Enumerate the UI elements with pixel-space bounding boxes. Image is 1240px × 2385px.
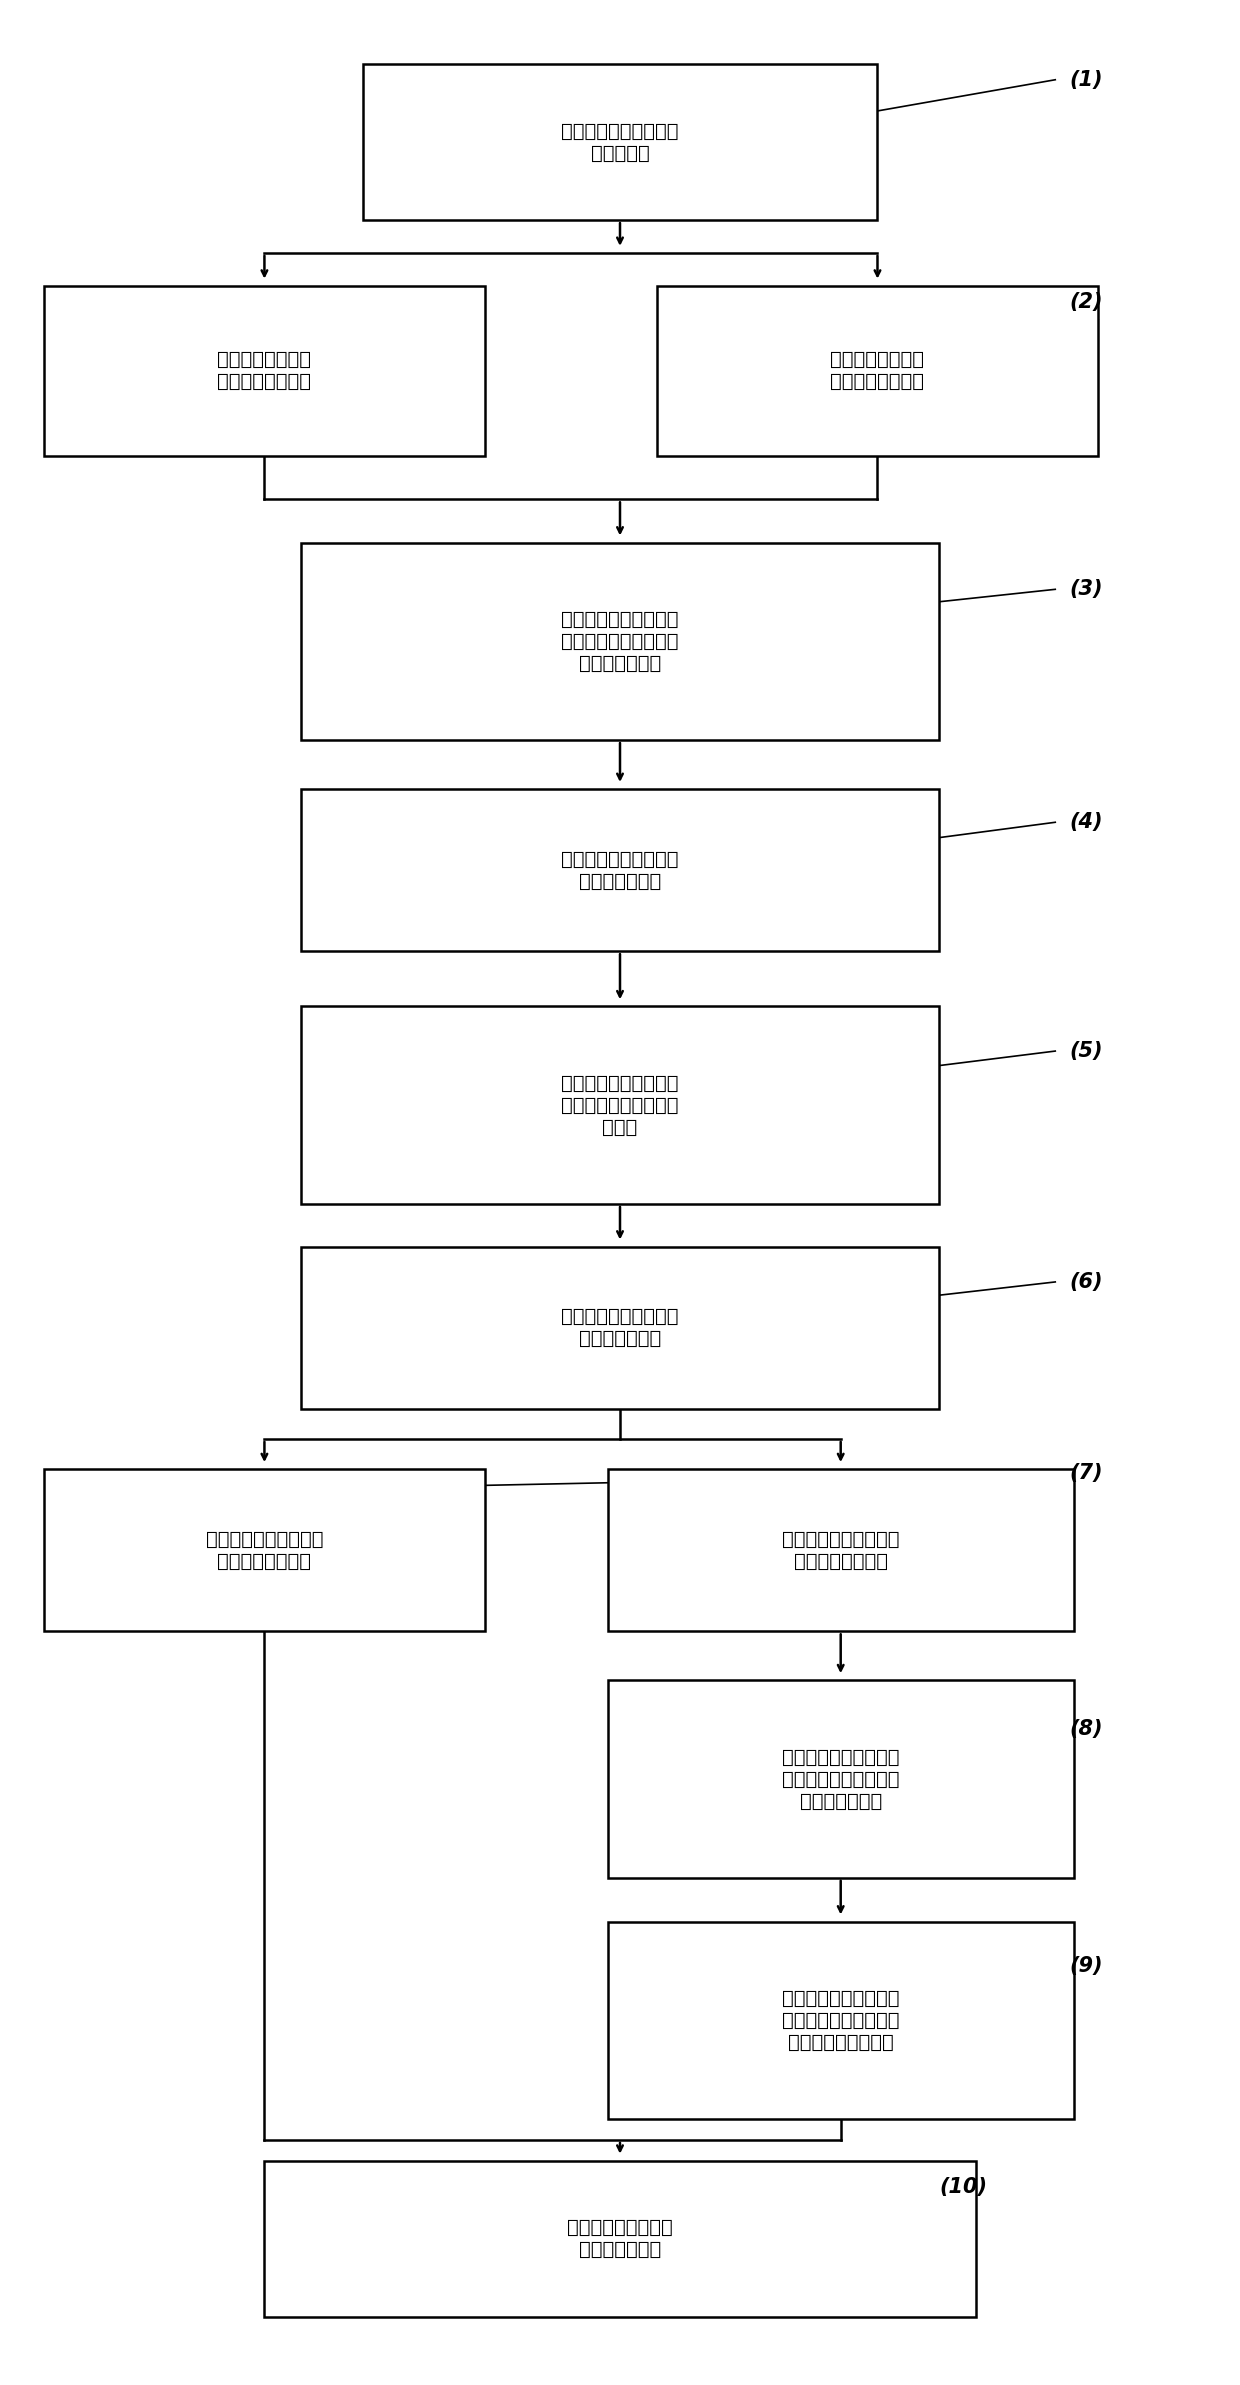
Text: 计算加速应力退化试验
下样品的平均寿命: 计算加速应力退化试验 下样品的平均寿命 bbox=[782, 1529, 899, 1572]
Bar bbox=[264, 2161, 976, 2316]
Text: 计算正常应力退化试验
下样品的平均寿命: 计算正常应力退化试验 下样品的平均寿命 bbox=[206, 1529, 324, 1572]
Bar bbox=[362, 64, 878, 219]
Bar bbox=[43, 286, 485, 456]
Text: 选取一组样品进行
正常应力退化试验: 选取一组样品进行 正常应力退化试验 bbox=[217, 351, 311, 391]
Bar bbox=[301, 1247, 939, 1410]
Text: 确定样品的敏感参数及
其退化轨迹模型: 确定样品的敏感参数及 其退化轨迹模型 bbox=[562, 849, 678, 890]
Text: (10): (10) bbox=[940, 2178, 987, 2197]
Text: (8): (8) bbox=[1069, 1720, 1102, 1739]
Bar bbox=[301, 541, 939, 739]
Text: 选取两组样品进行
加速应力退化试验: 选取两组样品进行 加速应力退化试验 bbox=[831, 351, 925, 391]
Text: 确定伪寿命分布类型并
拟合其分布参数: 确定伪寿命分布类型并 拟合其分布参数 bbox=[562, 1307, 678, 1348]
Text: (5): (5) bbox=[1069, 1042, 1102, 1061]
Text: 利用退化轨迹模型分别
外推得到各试验样品的
伪寿命: 利用退化轨迹模型分别 外推得到各试验样品的 伪寿命 bbox=[562, 1073, 678, 1138]
Text: 对比确定最优温度循
环应力加速模型: 对比确定最优温度循 环应力加速模型 bbox=[567, 2218, 673, 2259]
Text: (4): (4) bbox=[1069, 813, 1102, 832]
Text: (9): (9) bbox=[1069, 1956, 1102, 1977]
Text: (1): (1) bbox=[1069, 69, 1102, 91]
Text: 试验样品的选择、分组
及参数初测: 试验样品的选择、分组 及参数初测 bbox=[562, 122, 678, 162]
Text: (7): (7) bbox=[1069, 1464, 1102, 1483]
Bar bbox=[608, 1681, 1074, 1877]
Bar bbox=[301, 789, 939, 952]
Bar bbox=[301, 1006, 939, 1204]
Text: (6): (6) bbox=[1069, 1271, 1102, 1293]
Text: 分别计算待评估温度循
环应力加速模型的模型
参数和加速因子: 分别计算待评估温度循 环应力加速模型的模型 参数和加速因子 bbox=[782, 1748, 899, 1810]
Bar bbox=[608, 1469, 1074, 1631]
Bar bbox=[608, 1922, 1074, 2120]
Text: (3): (3) bbox=[1069, 580, 1102, 599]
Text: 分别利用不同待估模型
外推样品在正常温度循
环应力条件下的寿命: 分别利用不同待估模型 外推样品在正常温度循 环应力条件下的寿命 bbox=[782, 1989, 899, 2051]
Text: 每隔一定温循次数对试
验样品可能的敏感参数
进行监测并记录: 每隔一定温循次数对试 验样品可能的敏感参数 进行监测并记录 bbox=[562, 611, 678, 673]
Text: (2): (2) bbox=[1069, 293, 1102, 312]
Bar bbox=[43, 1469, 485, 1631]
Bar bbox=[657, 286, 1099, 456]
